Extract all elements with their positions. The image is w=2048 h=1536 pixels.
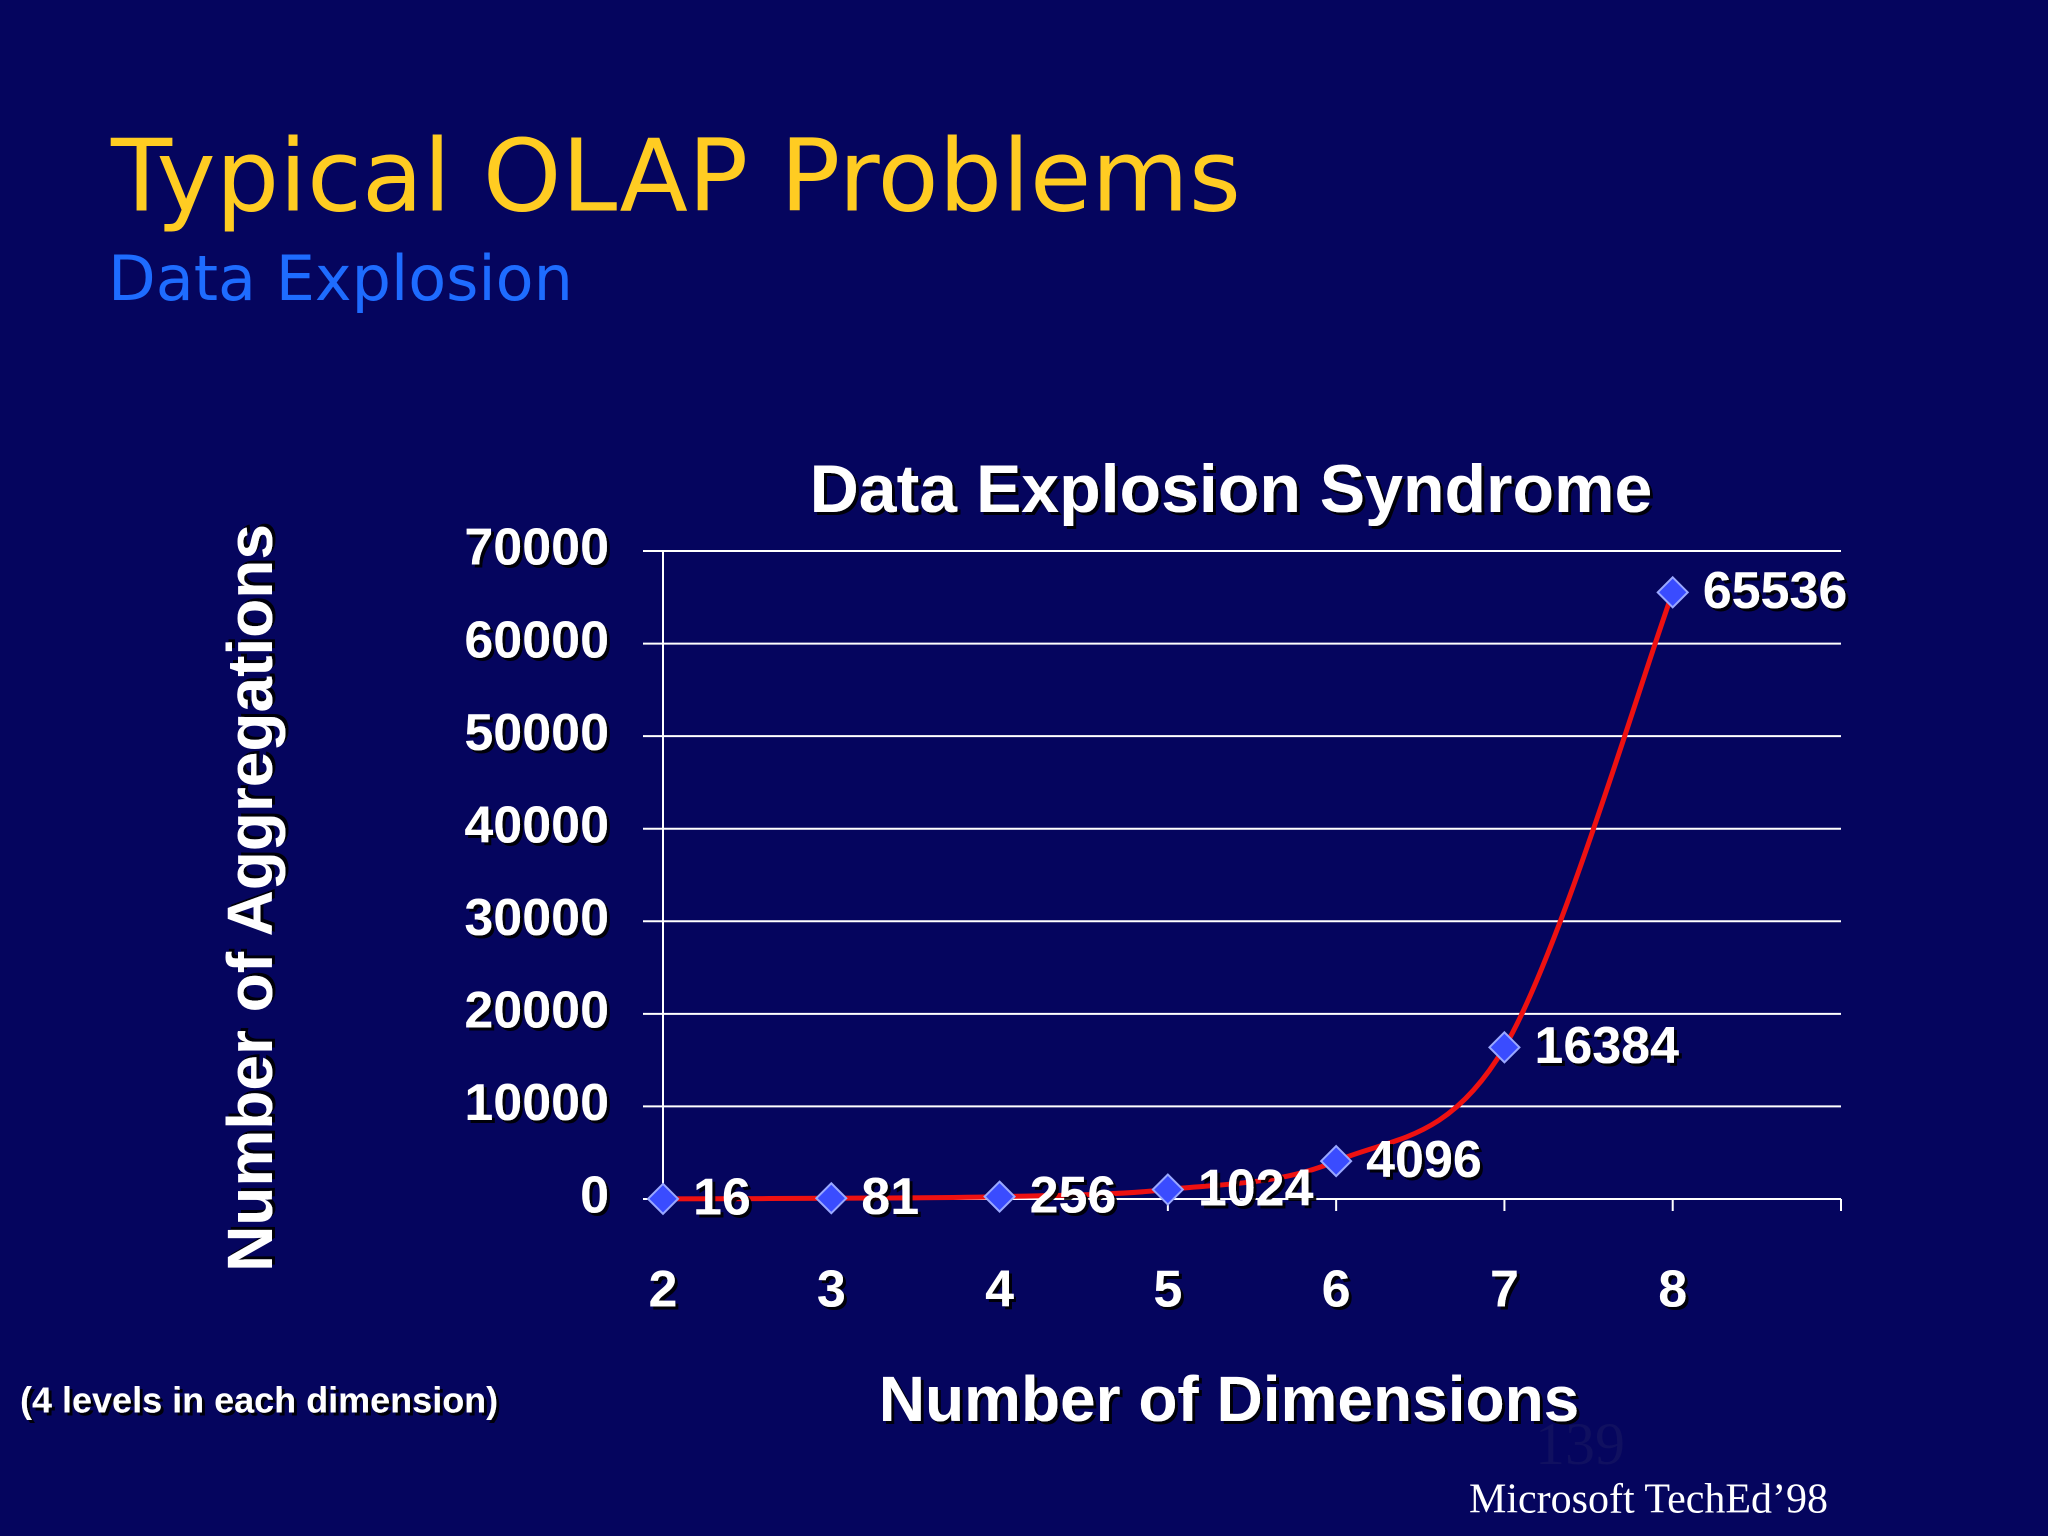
x-tick-label: 7 xyxy=(1490,1261,1519,1319)
slide-subtitle: Data Explosion xyxy=(108,242,573,315)
x-tick-label: 4 xyxy=(985,1261,1014,1319)
y-axis-label: Number of Aggregations xyxy=(214,524,286,1272)
page-number: 139 xyxy=(1535,1411,1625,1477)
marker xyxy=(1319,1144,1353,1178)
x-tick-label: 2 xyxy=(649,1261,678,1319)
y-tick-label: 10000 xyxy=(464,1074,609,1132)
marker xyxy=(646,1182,680,1216)
footer: Microsoft TechEd’98 xyxy=(1469,1477,1828,1523)
chart-title: Data Explosion Syndrome xyxy=(810,451,1653,527)
y-tick-label: 20000 xyxy=(464,982,609,1040)
marker xyxy=(1151,1173,1185,1206)
x-tick-label: 6 xyxy=(1322,1261,1351,1319)
marker xyxy=(1488,1030,1521,1064)
marker xyxy=(814,1181,848,1215)
y-tick-label: 70000 xyxy=(464,519,609,577)
y-tick-label: 60000 xyxy=(464,611,609,669)
data-label: 16 xyxy=(693,1169,751,1227)
plot: 0 10000 20000 30000 40000 50000 60000 70000 2 3 4 5… xyxy=(464,519,1847,1319)
y-tick-label: 50000 xyxy=(464,704,609,762)
y-tick-label: 40000 xyxy=(464,796,609,854)
x-axis-label: Number of Dimensions xyxy=(879,1363,1580,1435)
x-tick-label: 8 xyxy=(1658,1261,1687,1319)
data-label: 81 xyxy=(861,1168,919,1226)
marker xyxy=(1656,575,1690,609)
marker xyxy=(983,1180,1016,1214)
y-tick-label: 0 xyxy=(580,1167,609,1225)
data-label: 256 xyxy=(1030,1166,1117,1224)
data-label: 1024 xyxy=(1198,1159,1314,1217)
data-label: 16384 xyxy=(1534,1017,1679,1075)
x-tick-label: 5 xyxy=(1153,1261,1182,1319)
note: (4 levels in each dimension) xyxy=(20,1380,498,1421)
x-tick-label: 3 xyxy=(817,1261,846,1319)
data-label: 4096 xyxy=(1366,1131,1482,1189)
line xyxy=(662,591,1676,1202)
data-label: 65536 xyxy=(1703,562,1848,620)
slide-title: Typical OLAP Problems xyxy=(110,117,1241,234)
y-tick-label: 30000 xyxy=(464,889,609,947)
